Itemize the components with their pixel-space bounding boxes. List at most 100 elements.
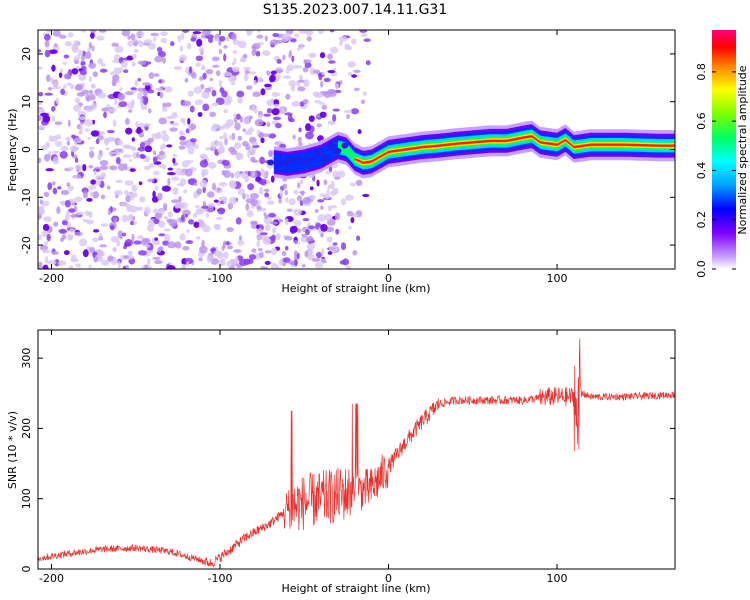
spectrogram-noise-blob — [264, 224, 271, 232]
spectrogram-noise-blob — [58, 72, 63, 78]
spectrogram-noise-blob — [270, 262, 277, 269]
spectrogram-noise-blob — [244, 175, 249, 183]
spectrogram-noise-blob — [233, 57, 237, 65]
spectrogram-noise-blob — [365, 60, 371, 66]
spectrogram-noise-blob — [38, 205, 45, 210]
spectrogram-noise-blob — [167, 167, 174, 171]
spectrogram-noise-blob — [319, 111, 327, 118]
spectrogram-noise-blob — [293, 64, 299, 69]
spectrogram-noise-blob — [219, 135, 224, 140]
spectrogram-noise-blob — [253, 108, 259, 114]
spectrogram-noise-blob — [284, 236, 293, 241]
spectrogram-noise-blob — [51, 115, 56, 122]
spectrogram-noise-blob — [233, 142, 242, 150]
spectrogram-noise-blob — [344, 109, 353, 114]
spectrogram-noise-blob — [234, 256, 239, 265]
spectrogram-noise-blob — [288, 198, 296, 206]
spectrogram-noise-blob — [297, 228, 302, 233]
spectrogram-noise-blob — [68, 228, 76, 233]
spectrogram-noise-blob — [103, 137, 109, 146]
spectrogram-noise-blob — [223, 45, 228, 49]
spectrogram-noise-blob — [305, 131, 314, 140]
spectrogram-noise-blob — [59, 151, 68, 159]
spectrogram-noise-blob — [191, 72, 197, 79]
spectrogram-noise-blob — [215, 70, 221, 77]
spectrogram-noise-blob — [54, 43, 58, 48]
spectrogram-noise-blob — [93, 169, 97, 176]
spectrogram-noise-blob — [182, 100, 192, 107]
spectrogram-noise-blob — [72, 45, 79, 53]
spectrogram-noise-blob — [279, 189, 284, 198]
spectrogram-noise-blob — [316, 179, 320, 187]
spectrogram-noise-blob — [158, 150, 165, 156]
spectrogram-noise-blob — [297, 182, 301, 189]
spectrogram-noise-blob — [210, 248, 216, 252]
spectrogram-noise-blob — [324, 213, 333, 221]
spectrogram-noise-blob — [124, 117, 130, 125]
spectrogram-noise-blob — [262, 50, 271, 57]
spectrogram-noise-blob — [325, 226, 335, 233]
spectrogram-noise-blob — [257, 114, 264, 119]
spectrogram-noise-blob — [88, 150, 95, 159]
spectrogram-noise-blob — [43, 216, 52, 223]
spectrogram-noise-blob — [161, 133, 170, 142]
spectrogram-noise-blob — [290, 84, 296, 92]
spectrogram-noise-blob — [48, 135, 53, 142]
spectrogram-noise-blob — [70, 254, 77, 262]
spectrogram-noise-blob — [113, 67, 122, 75]
spectrogram-noise-blob — [38, 91, 44, 97]
spectrogram-noise-blob — [57, 186, 62, 190]
spectrogram-noise-blob — [115, 179, 123, 184]
spectrogram-noise-blob — [89, 247, 96, 254]
spectrogram-noise-blob — [182, 245, 190, 251]
spectrogram-noise-blob — [221, 159, 230, 166]
snr-frame — [37, 329, 676, 570]
spectrogram-noise-blob — [193, 86, 203, 94]
spectrogram-noise-blob — [306, 36, 312, 42]
spectrogram-noise-blob — [182, 209, 191, 216]
spectrogram-noise-blob — [236, 113, 241, 120]
spectrogram-noise-blob — [98, 255, 102, 262]
spectrogram-noise-blob — [144, 264, 149, 269]
spectrogram-noise-blob — [258, 186, 264, 195]
spectrogram-noise-blob — [160, 38, 168, 44]
spectrogram-noise-blob — [181, 263, 187, 269]
spectrogram-noise-blob — [233, 249, 242, 254]
spectrogram-noise-blob — [169, 127, 178, 132]
spectrogram-noise-blob — [351, 38, 357, 45]
spectrogram-noise-blob — [47, 182, 53, 191]
spectrogram-noise-blob — [99, 68, 108, 73]
spectrogram-noise-blob — [357, 129, 362, 135]
snr-y-tick-label: 300 — [20, 348, 33, 369]
spectrogram-ridge-blob — [280, 160, 288, 167]
spectrogram-noise-blob — [252, 144, 260, 149]
spectrogram-noise-blob — [84, 119, 93, 127]
spectrogram-noise-blob — [298, 127, 302, 133]
spectrogram-noise-blob — [320, 80, 324, 88]
spectrogram-noise-blob — [178, 195, 182, 203]
spectrogram-noise-blob — [296, 195, 303, 202]
spectrogram-noise-blob — [284, 245, 289, 251]
spectrogram-noise-blob — [82, 249, 89, 258]
spectrogram-noise-blob — [229, 182, 237, 189]
spectrogram-noise-blob — [232, 49, 237, 55]
spectrogram-noise-blob — [88, 146, 95, 150]
spectrogram-noise-blob — [152, 256, 161, 260]
spectrogram-noise-blob — [126, 192, 132, 196]
spectrogram-noise-blob — [43, 153, 51, 162]
spectrogram-noise-blob — [68, 208, 76, 213]
spectrogram-noise-blob — [89, 94, 96, 101]
spectrogram-noise-blob — [148, 163, 156, 168]
spectrogram-noise-blob — [62, 61, 67, 65]
spectrogram-noise-blob — [88, 62, 97, 69]
spectrogram-noise-blob — [136, 126, 142, 135]
spectrogram-noise-blob — [272, 227, 277, 234]
spectrogram-noise-blob — [97, 153, 103, 161]
spectrogram-noise-blob — [180, 117, 185, 123]
spectrogram-noise-blob — [237, 188, 245, 196]
spectrogram-noise-blob — [133, 221, 137, 226]
spectrogram-noise-blob — [218, 40, 222, 46]
spectrogram-noise-blob — [163, 228, 171, 232]
spectrogram-noise-blob — [61, 200, 65, 207]
spectrogram-noise-blob — [202, 30, 211, 36]
